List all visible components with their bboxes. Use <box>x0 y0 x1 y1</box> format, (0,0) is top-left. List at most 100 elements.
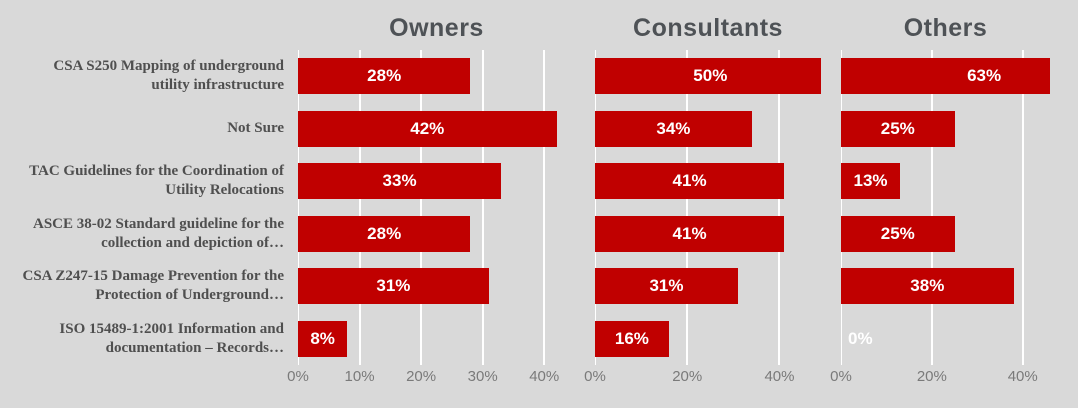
bar: 31% <box>595 268 738 305</box>
gridline <box>686 50 689 365</box>
bar-row: 50% <box>595 50 821 103</box>
axis-tick-label: 10% <box>344 368 375 385</box>
category-label: CSA S250 Mapping of underground utility … <box>53 58 284 94</box>
bar-value-label: 25% <box>880 118 915 138</box>
bar-row: 31% <box>298 260 575 313</box>
bar-value-label: 50% <box>693 66 728 86</box>
axis-tick-label: 20% <box>672 368 703 385</box>
bar-value-label: 28% <box>367 66 402 86</box>
bar-value-label: 0% <box>848 328 873 348</box>
bar: 41% <box>595 163 785 200</box>
gridline <box>930 50 933 365</box>
bar-value-label: 33% <box>382 171 417 191</box>
bar: 50% <box>595 58 821 95</box>
axis-others: 0% 20% 40% <box>830 368 1050 392</box>
bar-value-label: 38% <box>910 276 945 296</box>
panel-title-owners: Owners <box>389 14 484 42</box>
bar-rows: 50% 34% 41% 41% 31% 16% <box>595 50 821 365</box>
bar: 33% <box>298 163 502 200</box>
bar-value-label: 42% <box>410 118 445 138</box>
bar: 28% <box>298 58 471 95</box>
bar-value-label: 13% <box>853 171 888 191</box>
bar-row: 25% <box>841 208 1050 261</box>
category-row: ISO 15489-1:2001 Information and documen… <box>0 313 292 366</box>
bar: 31% <box>298 268 489 305</box>
bar-row: 28% <box>298 208 575 261</box>
gridline <box>841 50 842 365</box>
bar-row: 34% <box>595 103 821 156</box>
bar-value-label: 41% <box>672 171 707 191</box>
plot-area-others: 63% 25% 13% 25% 38% 0% <box>841 50 1050 365</box>
axis-tick-label: 40% <box>1007 368 1038 385</box>
bar-row: 33% <box>298 155 575 208</box>
bar-row: 31% <box>595 260 821 313</box>
panel-others: Others 63% 25% 13% 25% 38% 0% 0% 20% 40% <box>830 0 1050 408</box>
bar-row: 25% <box>841 103 1050 156</box>
bar-row: 16% <box>595 313 821 366</box>
bar: 13% <box>841 163 901 200</box>
bar-value-label: 28% <box>367 223 402 243</box>
bar-row: 41% <box>595 155 821 208</box>
bar-value-label: 34% <box>656 118 691 138</box>
bar-value-label: 41% <box>672 223 707 243</box>
axis-owners: 0% 10% 20% 30% 40% <box>287 368 575 392</box>
bar-row: 42% <box>298 103 575 156</box>
bar-rows: 63% 25% 13% 25% 38% 0% <box>841 50 1050 365</box>
category-label: TAC Guidelines for the Coordination of U… <box>29 163 284 199</box>
category-label: ASCE 38-02 Standard guideline for the co… <box>32 215 284 251</box>
category-label: Not Sure <box>227 120 284 137</box>
gridline <box>543 50 546 365</box>
axis-tick-label: 0% <box>287 368 309 385</box>
gridline <box>481 50 484 365</box>
gridline <box>358 50 361 365</box>
axis-tick-label: 0% <box>830 368 852 385</box>
gridline <box>1021 50 1024 365</box>
bar-row: 28% <box>298 50 575 103</box>
bar: 16% <box>595 320 669 357</box>
plot-area-owners: 28% 42% 33% 28% 31% 8% <box>298 50 575 365</box>
bar: 34% <box>595 110 752 147</box>
bar-value-label: 31% <box>376 276 411 296</box>
bar-row: 0% <box>841 313 1050 366</box>
panel-title-consultants: Consultants <box>633 14 783 42</box>
bar-row: 13% <box>841 155 1050 208</box>
bar-row: 63% <box>841 50 1050 103</box>
category-label: CSA Z247-15 Damage Prevention for the Pr… <box>22 268 284 304</box>
bar-row: 38% <box>841 260 1050 313</box>
bar-value-label: 8% <box>310 328 335 348</box>
bar-row: 41% <box>595 208 821 261</box>
bar: 25% <box>841 110 955 147</box>
bar-rows: 28% 42% 33% 28% 31% 8% <box>298 50 575 365</box>
bar-value-label: 31% <box>649 276 684 296</box>
bar-value-label: 25% <box>880 223 915 243</box>
bar: 25% <box>841 215 955 252</box>
bar-row: 8% <box>298 313 575 366</box>
bar-value-label: 63% <box>967 66 1002 86</box>
axis-tick-label: 20% <box>406 368 437 385</box>
category-row: ASCE 38-02 Standard guideline for the co… <box>0 208 292 261</box>
bar: 42% <box>298 110 557 147</box>
axis-tick-label: 40% <box>764 368 795 385</box>
category-label: ISO 15489-1:2001 Information and documen… <box>59 320 284 356</box>
bar-value-label: 16% <box>614 328 649 348</box>
panel-consultants: Consultants 50% 34% 41% 41% 31% 16% 0% 20% 40% <box>584 0 821 408</box>
gridline <box>298 50 299 365</box>
category-row: TAC Guidelines for the Coordination of U… <box>0 155 292 208</box>
axis-tick-label: 0% <box>584 368 606 385</box>
category-row: CSA S250 Mapping of underground utility … <box>0 50 292 103</box>
gridline <box>778 50 781 365</box>
bar: 41% <box>595 215 785 252</box>
category-labels: CSA S250 Mapping of underground utility … <box>0 50 292 365</box>
plot-area-consultants: 50% 34% 41% 41% 31% 16% <box>595 50 821 365</box>
gridline <box>595 50 596 365</box>
axis-tick-label: 30% <box>467 368 498 385</box>
gridline <box>420 50 423 365</box>
category-row: CSA Z247-15 Damage Prevention for the Pr… <box>0 260 292 313</box>
axis-tick-label: 20% <box>916 368 947 385</box>
category-row: Not Sure <box>0 103 292 156</box>
bar: 28% <box>298 215 471 252</box>
bar: 8% <box>298 320 348 357</box>
axis-consultants: 0% 20% 40% <box>584 368 821 392</box>
panel-title-others: Others <box>903 14 988 42</box>
